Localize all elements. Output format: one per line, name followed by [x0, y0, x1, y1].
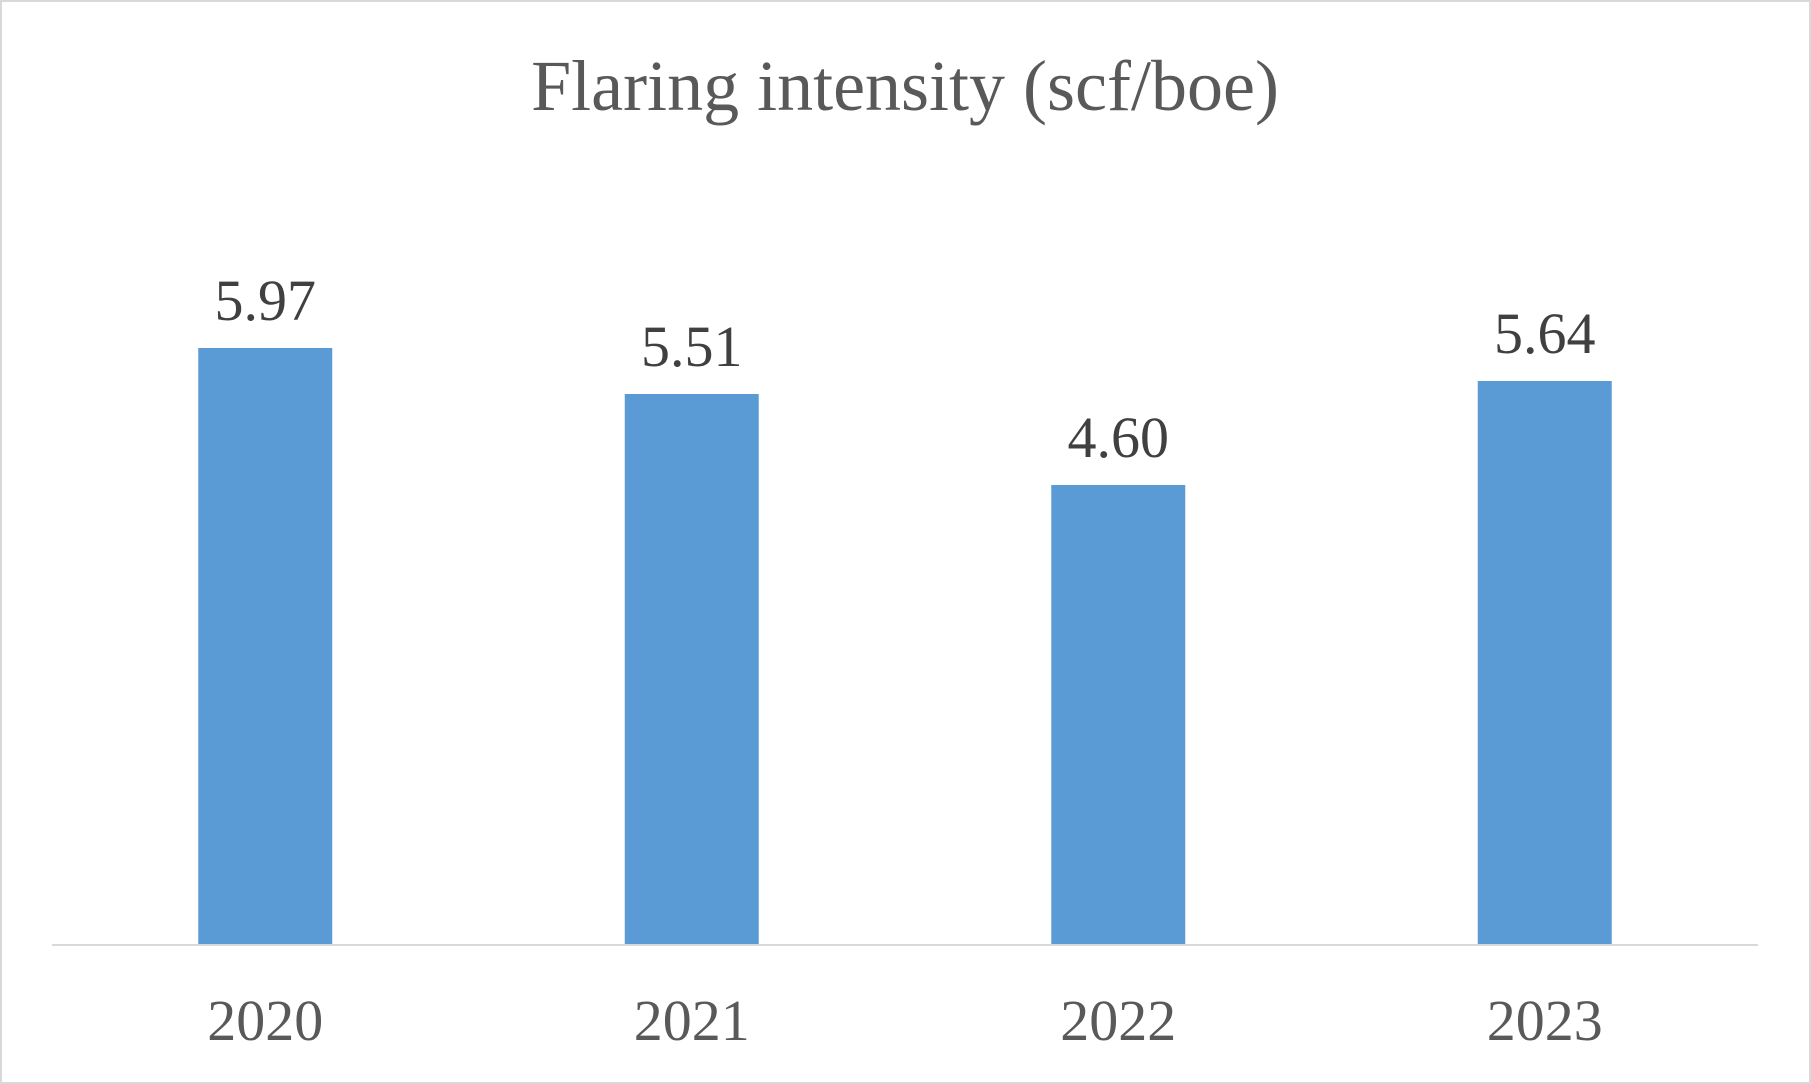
- data-label-2020: 5.97: [215, 268, 317, 333]
- bar-2020: [198, 348, 333, 945]
- bar-2023: [1477, 381, 1612, 945]
- data-label-2022: 4.60: [1068, 405, 1170, 470]
- data-label-2021: 5.51: [641, 314, 743, 379]
- x-tick-label-2020: 2020: [207, 988, 323, 1053]
- data-label-2023: 5.64: [1494, 301, 1596, 366]
- x-tick-label-2021: 2021: [634, 988, 750, 1053]
- bar-2022: [1051, 485, 1186, 945]
- x-tick-label-2023: 2023: [1487, 988, 1603, 1053]
- chart-title: Flaring intensity (scf/boe): [531, 46, 1279, 126]
- bars-layer: 5.97 5.51 4.60 5.64: [198, 268, 1612, 945]
- x-tick-labels: 2020 2021 2022 2023: [207, 988, 1603, 1053]
- bar-2021: [624, 394, 759, 945]
- x-tick-label-2022: 2022: [1060, 988, 1176, 1053]
